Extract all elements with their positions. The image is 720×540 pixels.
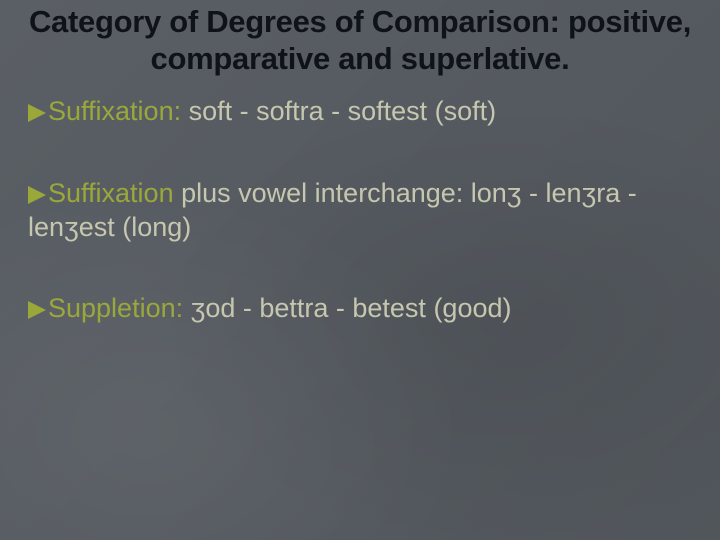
bullet-lead: Suffixation: [48,96,181,126]
triangle-bullet-icon [28,301,46,319]
list-item: Suffixation plus vowel interchange: lonʒ… [28,177,692,245]
slide-title: Category of Degrees of Comparison: posit… [0,0,720,77]
triangle-bullet-icon [28,104,46,122]
list-item: Suffixation: soft - softra - softest (so… [28,95,692,129]
list-item: Suppletion: ʒod - bettra - betest (good) [28,292,692,326]
triangle-bullet-icon [28,186,46,204]
bullet-lead: Suffixation [48,178,174,208]
bullet-lead: Suppletion: [48,293,183,323]
bullet-body: ʒod - bettra - betest (good) [183,293,511,323]
bullet-body: soft - softra - softest (soft) [181,96,496,126]
bullet-list: Suffixation: soft - softra - softest (so… [0,77,720,326]
